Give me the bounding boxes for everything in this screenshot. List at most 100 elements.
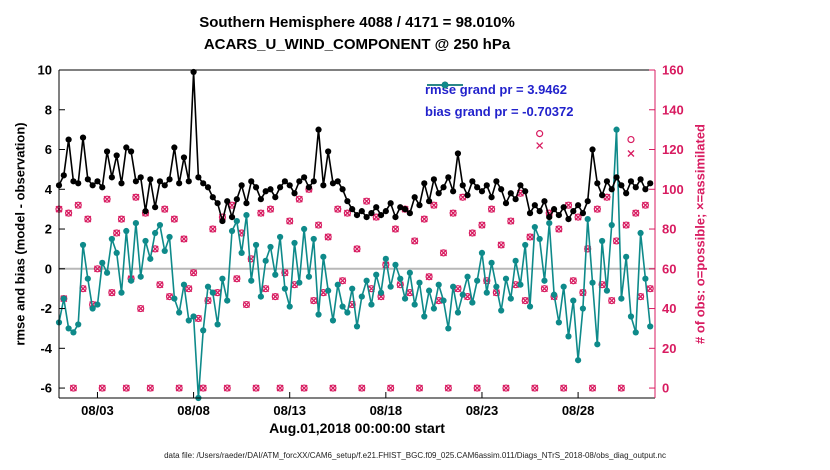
bias-marker: [550, 291, 558, 298]
rmse-marker: [642, 186, 649, 193]
rmse-marker: [310, 178, 317, 185]
possible-obs-marker: [122, 384, 130, 392]
bias-marker: [425, 287, 433, 294]
possible-obs-marker: [641, 201, 649, 209]
rmse-marker: [315, 126, 322, 133]
assimilated-obs-marker: [334, 205, 342, 213]
bias-marker: [310, 235, 317, 243]
assimilated-obs-marker: [315, 221, 323, 229]
bias-marker: [353, 323, 361, 330]
rmse-marker: [546, 214, 553, 221]
possible-obs-marker: [608, 296, 616, 305]
rmse-marker: [363, 214, 370, 221]
rmse-marker: [204, 184, 212, 191]
bias-marker: [546, 219, 553, 227]
bias-marker: [156, 221, 164, 229]
assimilated-obs-marker: [632, 209, 640, 217]
bias-marker: [176, 309, 183, 316]
assimilated-obs-marker: [468, 229, 476, 237]
assimilated-obs-marker: [228, 201, 236, 209]
bias-marker: [498, 307, 505, 314]
rmse-marker: [565, 215, 572, 223]
rmse-marker: [411, 194, 418, 201]
possible-obs-marker: [233, 275, 241, 283]
possible-obs-marker: [108, 289, 116, 297]
x-tick-label: 08/23: [466, 403, 499, 418]
assimilated-obs-marker: [84, 215, 92, 223]
assimilated-obs-marker: [74, 201, 82, 209]
possible-obs-marker: [622, 221, 630, 229]
rmse-marker: [108, 174, 115, 181]
bias-marker: [483, 289, 490, 296]
bias-marker: [65, 325, 72, 332]
possible-obs-marker: [531, 384, 539, 392]
possible-obs-marker: [310, 296, 318, 305]
assimilated-obs-marker: [569, 277, 577, 285]
assimilated-obs-marker: [637, 293, 645, 301]
assimilated-obs-marker: [156, 281, 164, 289]
assimilated-obs-marker: [497, 241, 505, 249]
rmse-marker: [291, 190, 298, 197]
rmse-marker: [281, 178, 289, 185]
possible-obs-marker: [175, 384, 183, 392]
rmse-marker: [65, 136, 72, 143]
rmse-marker: [286, 182, 293, 189]
rmse-marker: [579, 210, 587, 217]
bias-marker: [416, 279, 423, 286]
assimilated-obs-marker: [214, 289, 222, 297]
possible-obs-marker: [286, 217, 294, 225]
bias-marker: [526, 303, 534, 310]
possible-obs-marker: [103, 195, 111, 203]
possible-obs-marker: [295, 195, 303, 203]
rmse-marker: [228, 214, 236, 221]
y-axis-label-right: # of obs: o=possible; ×=assimilated: [692, 124, 708, 344]
y-right-tick-label: 120: [662, 142, 684, 157]
possible-obs-marker: [411, 237, 419, 245]
bias-marker: [627, 313, 635, 320]
possible-obs-marker: [271, 293, 279, 301]
assimilated-obs-marker: [209, 225, 217, 233]
possible-obs-marker: [98, 384, 106, 392]
assimilated-obs-marker: [65, 209, 73, 217]
possible-obs-marker: [391, 225, 400, 233]
bias-marker: [454, 309, 462, 316]
possible-obs-marker: [300, 384, 308, 392]
y-left-tick-label: -2: [40, 301, 52, 316]
rmse-marker: [113, 152, 120, 159]
rmse-marker: [262, 188, 269, 195]
bias-marker: [344, 309, 351, 316]
possible-obs-marker: [358, 384, 366, 392]
bias-marker: [368, 301, 375, 308]
bias-marker: [305, 273, 313, 280]
rmse-marker: [526, 210, 534, 217]
rmse-marker: [488, 194, 495, 201]
bias-marker: [204, 283, 212, 290]
bias-marker: [642, 275, 649, 282]
assimilated-obs-marker: [464, 293, 472, 301]
rmse-marker: [401, 206, 409, 213]
assimilated-obs-marker: [113, 229, 121, 237]
bias-marker: [623, 253, 630, 260]
bias-marker: [238, 249, 245, 256]
rmse-marker: [459, 182, 466, 189]
legend: rmse grand pr = 3.9462 bias grand pr = -…: [425, 78, 573, 122]
rmse-marker: [502, 200, 510, 207]
bias-marker: [127, 277, 135, 284]
possible-obs-marker: [588, 384, 597, 392]
bias-marker: [301, 225, 308, 233]
bias-marker: [272, 271, 279, 278]
rmse-marker: [421, 180, 428, 187]
assimilated-obs-marker: [396, 281, 404, 289]
bias-marker: [401, 295, 409, 302]
assimilated-obs-marker: [252, 384, 260, 392]
rmse-marker: [272, 194, 279, 201]
possible-obs-marker: [560, 384, 568, 392]
bias-marker: [79, 241, 87, 249]
rmse-marker: [560, 204, 567, 211]
y-right-tick-label: 140: [662, 102, 684, 117]
y-left-tick-label: -6: [40, 381, 52, 396]
possible-obs-marker: [137, 304, 145, 313]
possible-obs-marker: [439, 249, 448, 257]
rmse-marker: [219, 217, 226, 225]
rmse-marker: [474, 184, 481, 191]
